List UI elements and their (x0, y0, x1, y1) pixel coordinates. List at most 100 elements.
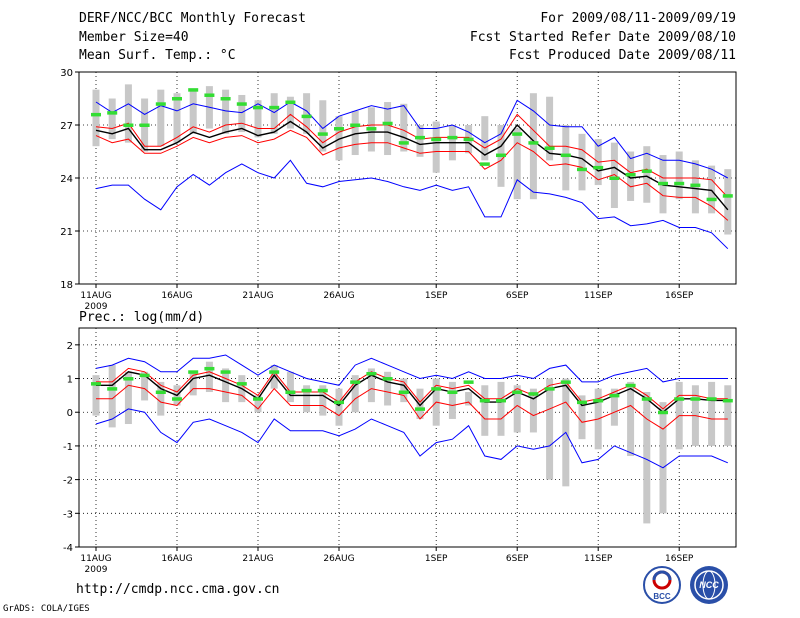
precip-obs-marker (188, 370, 199, 374)
ncc-logo: NCC (690, 566, 728, 604)
precip-obs-marker (172, 397, 182, 401)
temp-range-box (189, 89, 197, 134)
precip-obs-marker (398, 390, 409, 395)
temp-range-box (335, 116, 343, 161)
temp-range-box (416, 125, 424, 157)
precip-range-box (319, 385, 327, 416)
chart-title: DERF/NCC/BCC Monthly Forecast (79, 11, 306, 26)
temp-ytick-label: 18 (60, 280, 73, 291)
temp-obs-marker (609, 176, 620, 180)
temp-obs-marker (139, 123, 150, 127)
precip-range-box (465, 392, 473, 406)
temp-obs-marker (350, 123, 361, 127)
precip-obs-marker (690, 397, 701, 401)
temp-range-box (238, 94, 246, 133)
temp-obs-marker (188, 88, 199, 92)
precip-obs-marker (625, 383, 636, 388)
temp-range-box (432, 121, 440, 173)
temp-range-box (610, 142, 618, 209)
precip-obs-marker (382, 377, 393, 381)
temp-xtick-label: 16SEP (665, 291, 694, 301)
precip-xtick-label: 1SEP (425, 554, 448, 564)
temp-obs-marker (382, 121, 393, 126)
temp-obs-marker (398, 141, 409, 145)
temp-ytick-label: 27 (60, 121, 73, 132)
temp-obs-marker (528, 141, 539, 145)
temp-range-box (546, 96, 554, 161)
precip-obs-marker (285, 390, 296, 395)
precip-range-box (627, 381, 635, 457)
precip-xtick-label: 16AUG (161, 554, 192, 564)
temp-obs-marker (544, 146, 555, 150)
precip-range-box (513, 385, 521, 433)
temp-lower-line (95, 129, 729, 221)
precip-ytick-label: -2 (63, 476, 73, 487)
precip-obs-marker (350, 380, 361, 384)
precip-range-box (610, 388, 618, 426)
temp-obs-marker (220, 97, 231, 101)
temp-range-box (303, 93, 311, 134)
grads-credit: GrADS: COLA/IGES (3, 604, 90, 614)
precip-range-box (497, 381, 505, 436)
temp-obs-marker (512, 132, 523, 136)
temp-range-box (562, 125, 570, 191)
temp-obs-marker (123, 123, 134, 127)
precip-obs-marker (528, 392, 539, 396)
bcc-logo-text: BCC (653, 592, 671, 601)
temp-range-box (157, 89, 165, 147)
precip-range-box (254, 395, 262, 413)
precip-lower-line (96, 384, 728, 430)
temp-obs-marker (301, 114, 312, 119)
forecast-period: For 2009/08/11-2009/09/19 (540, 11, 736, 26)
precip-panel-title: Prec.: log(mm/d) (79, 310, 205, 325)
precip-obs-marker (123, 377, 134, 381)
temp-obs-marker (334, 127, 344, 131)
temp-range-box (108, 98, 116, 140)
temp-ytick-label: 21 (60, 227, 73, 238)
temp-obs-marker (269, 105, 280, 110)
precip-range-box (643, 392, 651, 524)
temp-obs-marker (107, 111, 118, 115)
precip-range-box (351, 375, 359, 413)
precip-obs-marker (317, 388, 328, 393)
precip-obs-marker (139, 373, 150, 378)
precip-range-box (141, 371, 149, 401)
precip-range-box (92, 375, 100, 416)
temp-obs-marker (706, 197, 717, 202)
precip-range-box (416, 388, 424, 419)
temp-obs-marker (722, 194, 733, 198)
precip-xtick-label: 21AUG (242, 554, 273, 564)
temp-obs-marker (641, 169, 652, 173)
precip-obs-marker (706, 397, 717, 401)
ncc-logo-text: NCC (699, 580, 719, 590)
temp-range-box (173, 93, 181, 143)
temp-range-box (529, 93, 537, 200)
precip-obs-marker (366, 371, 377, 376)
precip-obs-marker (479, 398, 490, 403)
precip-obs-marker (334, 400, 344, 405)
precip-range-box (335, 388, 343, 426)
precip-xtick-label: 11SEP (584, 554, 613, 564)
temp-range-box (708, 165, 716, 214)
precip-obs-marker (609, 393, 620, 398)
temp-range-box (270, 93, 278, 134)
temp-range-box (319, 100, 327, 152)
precip-xtick-label: 16SEP (665, 554, 694, 564)
temp-obs-marker (593, 165, 604, 170)
temp-xtick-label: 11SEP (584, 291, 613, 301)
precip-ytick-label: 2 (67, 341, 73, 352)
temp-obs-marker (172, 97, 182, 101)
temp-ytick-label: 24 (60, 174, 73, 185)
temp-range-box (124, 84, 132, 143)
precip-obs-marker (431, 387, 442, 391)
precip-range-box (367, 368, 375, 403)
precip-range-box (529, 388, 537, 433)
precip-obs-marker (269, 370, 280, 374)
precip-range-box (222, 368, 230, 403)
precip-ytick-label: -3 (63, 509, 73, 520)
footer-url[interactable]: http://cmdp.ncc.cma.gov.cn (76, 582, 280, 597)
forecast-produced-date: Fcst Produced Date 2009/08/11 (509, 48, 736, 63)
temp-obs-marker (447, 135, 458, 140)
precip-obs-marker (641, 397, 652, 401)
precip-ytick-label: -1 (63, 442, 73, 453)
